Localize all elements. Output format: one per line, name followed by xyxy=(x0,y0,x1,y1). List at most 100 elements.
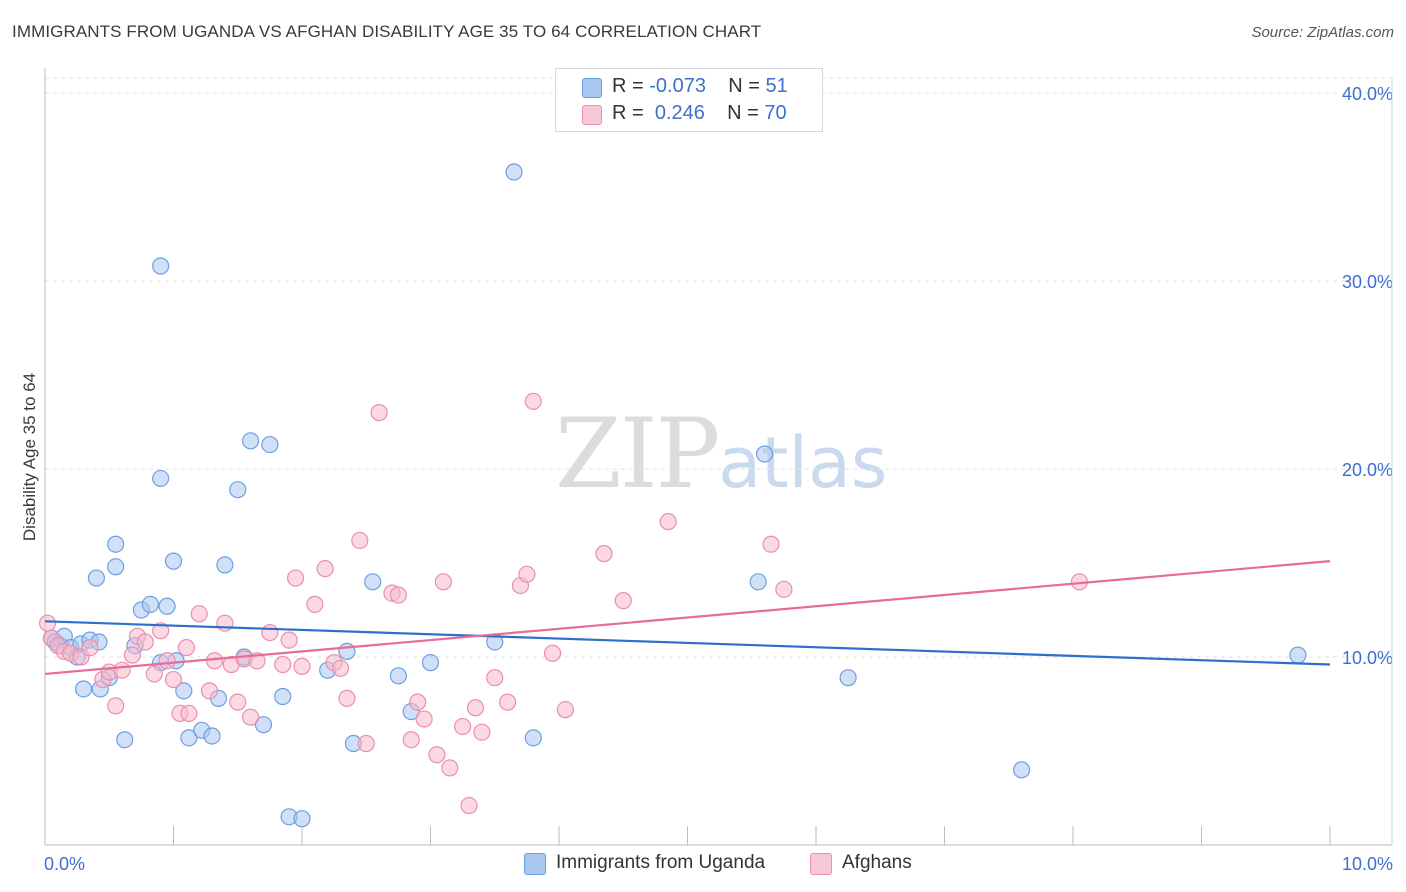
data-point-afghans xyxy=(306,595,324,613)
data-point-afghans xyxy=(389,586,407,604)
trend-line-afghans xyxy=(44,560,1331,676)
data-point-afghans xyxy=(428,746,446,764)
data-point-afghans xyxy=(357,734,375,753)
data-point-afghans xyxy=(370,404,388,422)
y-axis-label: Disability Age 35 to 64 xyxy=(20,372,39,542)
data-point-afghans xyxy=(518,565,536,583)
data-point-uganda xyxy=(242,432,260,450)
data-point-afghans xyxy=(486,669,504,687)
data-point-uganda xyxy=(293,810,311,828)
data-point-uganda xyxy=(1289,646,1307,664)
legend-n-label: N = xyxy=(728,75,760,97)
data-point-afghans xyxy=(274,655,292,674)
legend-swatch-uganda xyxy=(582,78,602,98)
data-point-uganda xyxy=(261,435,279,454)
legend-n-label: N = xyxy=(727,102,759,124)
data-point-afghans xyxy=(164,670,183,689)
data-point-uganda xyxy=(1012,761,1031,779)
data-point-afghans xyxy=(123,646,141,664)
data-point-afghans xyxy=(152,622,170,640)
data-point-uganda xyxy=(839,669,857,687)
data-point-afghans xyxy=(190,605,208,623)
data-point-afghans xyxy=(286,569,305,587)
legend-swatch-afghans xyxy=(582,105,602,125)
data-point-uganda xyxy=(755,445,774,463)
data-point-afghans xyxy=(38,614,57,632)
data-point-uganda xyxy=(152,257,170,275)
data-point-uganda xyxy=(505,163,523,181)
zipatlas-watermark: ZIPatlas xyxy=(555,398,887,510)
data-point-afghans xyxy=(261,623,279,642)
data-point-uganda xyxy=(421,654,440,672)
y-tick-label: 10.0% xyxy=(1342,648,1393,668)
source-label: Source: ZipAtlas.com xyxy=(1251,24,1394,41)
data-point-afghans xyxy=(659,513,677,531)
data-point-uganda xyxy=(254,716,273,734)
data-point-afghans xyxy=(280,631,298,649)
data-point-afghans xyxy=(409,693,427,711)
data-point-afghans xyxy=(113,661,131,679)
data-point-uganda xyxy=(180,729,198,747)
data-point-afghans xyxy=(460,796,478,815)
data-point-afghans xyxy=(158,652,176,670)
data-point-uganda xyxy=(158,597,176,615)
data-point-afghans xyxy=(81,639,99,657)
data-point-afghans xyxy=(206,652,224,670)
data-point-uganda xyxy=(274,687,292,706)
data-point-afghans xyxy=(762,535,780,553)
data-point-uganda xyxy=(116,731,134,749)
data-point-afghans xyxy=(331,659,350,677)
y-tick-label: 40.0% xyxy=(1342,84,1393,104)
data-point-afghans xyxy=(351,531,369,550)
data-point-afghans xyxy=(293,657,311,676)
data-point-afghans xyxy=(473,723,491,741)
x-tick-label: 0.0% xyxy=(44,854,85,874)
data-point-afghans xyxy=(434,573,452,591)
data-point-uganda xyxy=(338,642,356,660)
data-point-uganda xyxy=(216,556,234,574)
data-point-afghans xyxy=(524,392,542,410)
data-point-uganda xyxy=(107,535,125,553)
data-point-afghans xyxy=(338,689,356,707)
bottom-legend-label-afghans: Afghans xyxy=(842,852,912,873)
data-point-afghans xyxy=(216,614,234,632)
legend-r-value-afghans: 0.246 xyxy=(654,102,705,124)
y-tick-label: 20.0% xyxy=(1342,460,1393,480)
data-point-afghans xyxy=(242,708,260,726)
legend-n-value-uganda: 51 xyxy=(765,75,788,97)
data-point-uganda xyxy=(175,682,193,700)
legend-r-value-uganda: -0.073 xyxy=(649,75,706,97)
data-point-afghans xyxy=(454,717,472,736)
y-tick-label: 30.0% xyxy=(1342,272,1393,292)
watermark-zip: ZIP xyxy=(555,398,720,510)
data-point-uganda xyxy=(524,729,542,747)
data-point-uganda xyxy=(141,595,159,613)
data-point-afghans xyxy=(402,731,420,749)
trend-line-uganda xyxy=(44,620,1331,666)
watermark-atlas: atlas xyxy=(718,422,888,504)
bottom-legend-swatch-afghans xyxy=(810,853,832,875)
data-point-afghans xyxy=(229,693,247,711)
data-point-afghans xyxy=(499,693,517,711)
data-point-afghans xyxy=(200,682,219,700)
data-point-afghans xyxy=(107,697,125,715)
data-point-afghans xyxy=(556,701,575,719)
data-point-uganda xyxy=(203,727,221,745)
data-point-uganda xyxy=(107,558,125,576)
data-point-afghans xyxy=(543,644,562,662)
data-point-afghans xyxy=(595,545,613,563)
data-point-uganda xyxy=(87,569,106,587)
data-point-uganda xyxy=(749,573,767,591)
data-point-uganda xyxy=(74,680,93,698)
data-point-afghans xyxy=(415,710,433,728)
data-point-uganda xyxy=(229,481,247,499)
legend-r-label: R = xyxy=(612,102,644,124)
bottom-legend-swatch-uganda xyxy=(524,853,546,875)
data-point-uganda xyxy=(389,667,407,685)
data-point-afghans xyxy=(441,759,459,777)
data-point-afghans xyxy=(177,639,195,657)
legend-n-value-afghans: 70 xyxy=(764,102,787,124)
data-point-afghans xyxy=(145,665,163,683)
data-point-uganda xyxy=(364,573,382,591)
